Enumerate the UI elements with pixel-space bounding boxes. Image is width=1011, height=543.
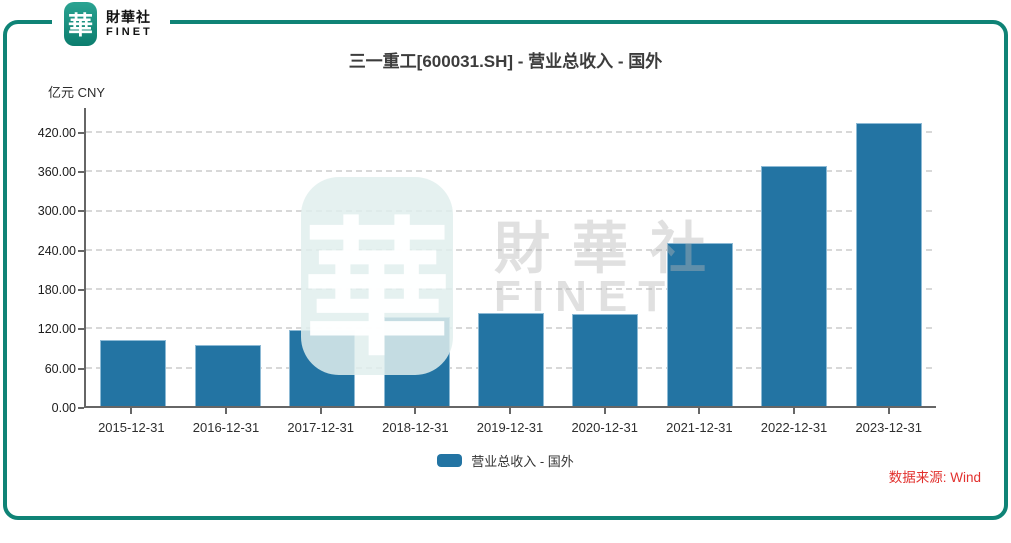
x-tick-label: 2019-12-31: [476, 420, 544, 435]
x-axis-cell: 2022-12-31: [747, 408, 842, 435]
gridline: [86, 130, 936, 133]
frame-border: [3, 20, 1008, 520]
legend[interactable]: 营业总收入 - 国外: [0, 451, 1011, 470]
bar-2023-12-31[interactable]: [855, 122, 922, 406]
x-tick-label: 2020-12-31: [571, 420, 638, 435]
bar-slot: [180, 108, 274, 406]
bar-slot: [275, 108, 369, 406]
y-tick-label: 300.00: [18, 203, 84, 219]
gridline: [86, 209, 936, 212]
brand-name-cn: 財華社: [106, 8, 151, 25]
y-tick-mark: [78, 249, 84, 252]
x-tick-mark: [887, 408, 890, 414]
y-tick-label: 0.00: [18, 400, 84, 416]
y-tick-mark: [78, 171, 84, 174]
x-axis-labels: 2015-12-31 2016-12-31 2017-12-31 2018-12-31…: [84, 408, 936, 435]
bar-slot: [842, 108, 936, 406]
x-axis-cell: 2023-12-31: [841, 408, 936, 435]
legend-label: 营业总收入 - 国外: [471, 454, 574, 469]
y-axis-unit-label: 亿元 CNY: [48, 85, 106, 100]
legend-swatch: [437, 454, 463, 467]
y-tick-label: 60.00: [18, 361, 84, 377]
x-tick-mark: [603, 408, 606, 414]
x-axis-cell: 2018-12-31: [368, 408, 463, 435]
y-tick-label: 360.00: [18, 164, 84, 180]
y-tick-label: 240.00: [18, 243, 84, 259]
x-tick-label: 2021-12-31: [666, 420, 733, 435]
y-tick-mark: [78, 328, 84, 331]
bar-slot: [653, 108, 747, 406]
y-tick-mark: [78, 407, 84, 409]
x-tick-label: 2017-12-31: [287, 420, 354, 435]
logo-glyph: 華: [67, 12, 93, 40]
x-axis-cell: 2017-12-31: [273, 408, 368, 435]
x-tick-mark: [414, 408, 417, 414]
x-tick-label: 2018-12-31: [382, 420, 449, 435]
x-tick-label: 2023-12-31: [855, 420, 922, 435]
gridline: [86, 288, 936, 291]
bar-slot: [558, 108, 652, 406]
x-axis-cell: 2019-12-31: [463, 408, 558, 435]
x-tick-mark: [130, 408, 133, 414]
x-tick-label: 2016-12-31: [192, 420, 260, 435]
x-tick-mark: [793, 408, 796, 414]
chart-title: 三一重工[600031.SH] - 营业总收入 - 国外: [348, 52, 663, 71]
y-tick-label: 420.00: [18, 125, 84, 141]
y-tick-mark: [78, 210, 84, 213]
bar-2015-12-31[interactable]: [100, 340, 167, 406]
brand-name-en: FINET: [106, 26, 153, 39]
finet-logo: 華 財華社 FINET: [64, 2, 153, 46]
data-source-note: 数据来源: Wind: [888, 470, 981, 485]
bar-2021-12-31[interactable]: [666, 243, 733, 406]
bar-slot: [86, 108, 180, 406]
bar-2019-12-31[interactable]: [477, 313, 544, 406]
y-tick-mark: [78, 131, 84, 134]
x-tick-mark: [698, 408, 701, 414]
x-tick-mark: [225, 408, 227, 414]
bar-2016-12-31[interactable]: [194, 345, 261, 406]
gridline: [86, 170, 936, 173]
x-tick-mark: [509, 408, 512, 414]
x-tick-mark: [319, 408, 322, 414]
bar-2018-12-31[interactable]: [383, 316, 450, 406]
gridline: [86, 248, 936, 251]
bar-2017-12-31[interactable]: [289, 330, 356, 406]
x-axis-cell: 2020-12-31: [557, 408, 652, 435]
plot-area: [84, 108, 936, 408]
x-tick-label: 2022-12-31: [760, 420, 828, 435]
brand-name: 財華社 FINET: [106, 8, 153, 39]
y-tick-mark: [78, 367, 84, 370]
bar-series: [86, 108, 936, 406]
bar-2022-12-31[interactable]: [761, 166, 828, 406]
y-tick-label: 180.00: [18, 282, 84, 298]
finet-logo-icon: 華: [64, 2, 97, 46]
y-tick-mark: [78, 289, 84, 292]
x-tick-label: 2015-12-31: [98, 420, 165, 435]
bar-slot: [464, 108, 558, 406]
x-axis-cell: 2015-12-31: [84, 408, 179, 435]
bar-slot: [747, 108, 841, 406]
x-axis-cell: 2016-12-31: [179, 408, 274, 435]
bar-slot: [369, 108, 463, 406]
bar-2020-12-31[interactable]: [572, 313, 639, 406]
x-axis-cell: 2021-12-31: [652, 408, 747, 435]
y-tick-label: 120.00: [18, 321, 84, 337]
